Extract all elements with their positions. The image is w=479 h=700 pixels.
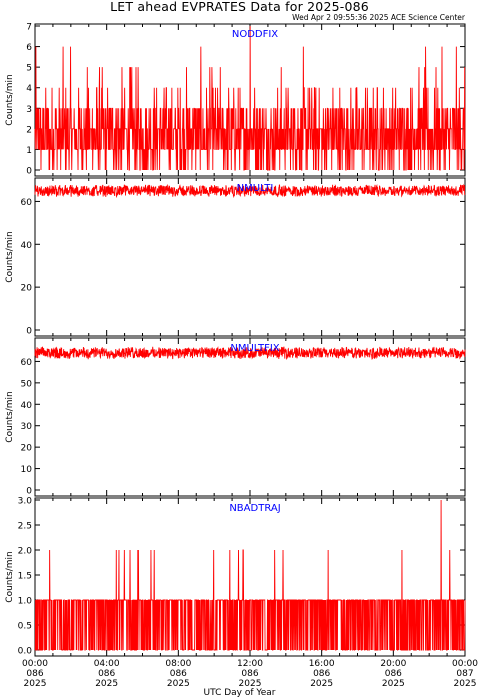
series-line-noddfix — [34, 25, 466, 171]
x-tick-label-year: 2025 — [382, 679, 405, 689]
y-tick-label: 2.0 — [18, 547, 33, 557]
x-tick-label-year: 2025 — [239, 679, 262, 689]
panel-label: NMULTI — [237, 183, 274, 194]
page-title: LET ahead EVPRATES Data for 2025-086 — [110, 0, 369, 14]
y-tick-label: 0 — [26, 167, 32, 177]
panel-label: NMULTFIX — [230, 343, 279, 354]
y-tick-label: 0.5 — [18, 622, 32, 632]
y-tick-label: 7 — [26, 23, 32, 33]
series-line-nmulti — [34, 183, 466, 199]
y-tick-label: 2 — [26, 125, 32, 135]
x-tick-label-doy: 086 — [313, 669, 330, 679]
y-tick-label: 1 — [26, 146, 32, 156]
x-tick-label-time: 16:00 — [309, 659, 335, 669]
y-axis-label: Counts/min — [5, 391, 15, 442]
x-tick-label-time: 00:00 — [452, 659, 478, 669]
y-tick-label: 10 — [21, 465, 33, 475]
page-subtitle: Wed Apr 2 09:55:36 2025 ACE Science Cent… — [292, 13, 465, 22]
y-axis-label: Counts/min — [5, 551, 15, 602]
x-tick-label-doy: 087 — [456, 669, 473, 679]
y-tick-label: 1.0 — [18, 597, 33, 607]
panel-frame — [34, 337, 466, 497]
x-tick-label-time: 12:00 — [237, 659, 263, 669]
x-axis-label: UTC Day of Year — [203, 688, 276, 698]
y-tick-label: 3.0 — [18, 497, 33, 507]
y-tick-label: 2.5 — [18, 522, 32, 532]
panel-frame — [34, 177, 466, 337]
y-tick-label: 20 — [21, 284, 33, 294]
panel-label: NODDFIX — [232, 29, 278, 40]
x-tick-label-time: 08:00 — [165, 659, 191, 669]
y-tick-label: 0 — [26, 487, 32, 497]
y-tick-label: 5 — [26, 64, 32, 74]
y-axis-label: Counts/min — [5, 74, 15, 125]
x-tick-label-year: 2025 — [24, 679, 47, 689]
y-tick-label: 50 — [21, 379, 33, 389]
x-tick-label-year: 2025 — [454, 679, 477, 689]
y-tick-label: 6 — [26, 43, 32, 53]
x-tick-label-doy: 086 — [26, 669, 43, 679]
x-tick-label-year: 2025 — [310, 679, 333, 689]
y-tick-label: 60 — [21, 198, 33, 208]
y-tick-label: 30 — [21, 422, 33, 432]
y-tick-label: 0.0 — [18, 647, 33, 657]
y-tick-label: 0 — [26, 327, 32, 337]
y-tick-label: 40 — [21, 241, 33, 251]
y-tick-label: 40 — [21, 401, 33, 411]
x-tick-label-doy: 086 — [385, 669, 402, 679]
x-tick-label-doy: 086 — [98, 669, 115, 679]
x-tick-label-doy: 086 — [170, 669, 187, 679]
y-tick-label: 20 — [21, 444, 33, 454]
x-tick-label-doy: 086 — [241, 669, 258, 679]
x-tick-label-year: 2025 — [95, 679, 118, 689]
x-tick-label-year: 2025 — [167, 679, 190, 689]
y-axis-label: Counts/min — [5, 231, 15, 282]
x-tick-label-time: 04:00 — [94, 659, 120, 669]
y-tick-label: 60 — [21, 358, 33, 368]
x-tick-label-time: 00:00 — [22, 659, 48, 669]
panel-label: NBADTRAJ — [229, 503, 280, 514]
y-tick-label: 1.5 — [18, 572, 32, 582]
y-tick-label: 4 — [26, 84, 32, 94]
x-tick-label-time: 20:00 — [380, 659, 406, 669]
y-tick-label: 3 — [26, 105, 32, 115]
series-line-nbadtraj — [34, 499, 466, 651]
series-line-nmultfix — [34, 346, 466, 360]
